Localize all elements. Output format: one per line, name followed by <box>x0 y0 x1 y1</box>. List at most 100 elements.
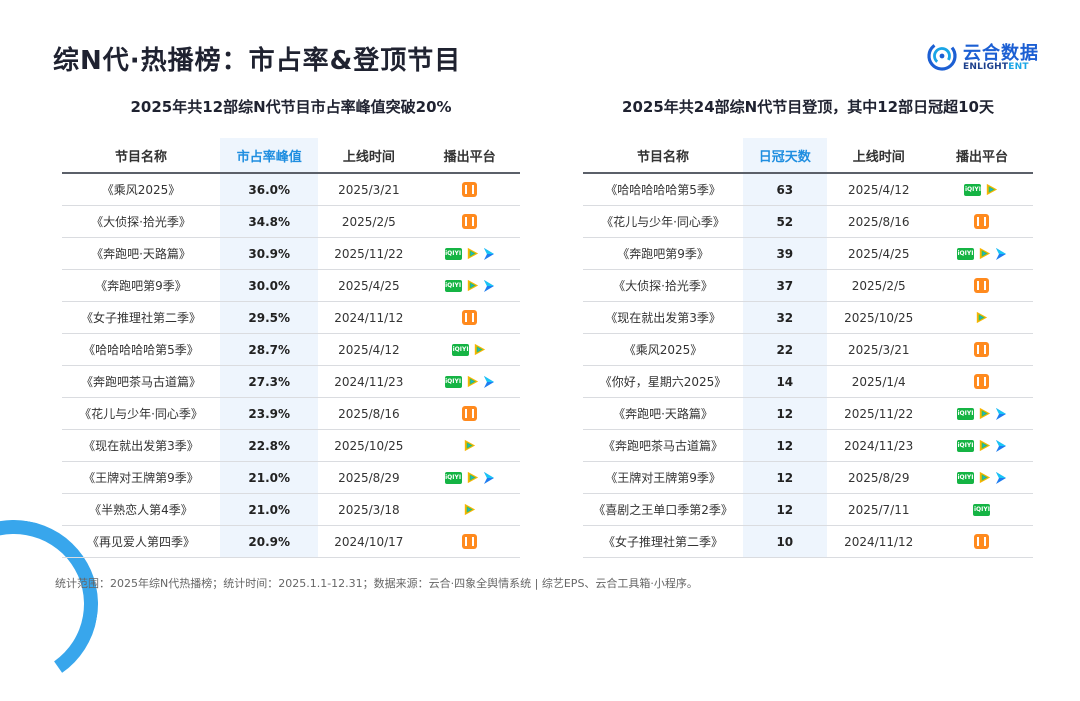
table-row: 《半熟恋人第4季》 21.0% 2025/3/18 <box>62 493 520 526</box>
footer-note: 统计范围：2025年综N代热播榜；统计时间：2025.1.1-12.31；数据来… <box>55 577 698 590</box>
table-row: 《哈哈哈哈哈第5季》 63 2025/4/12 iQIYI <box>583 173 1033 206</box>
program-name-cell: 《奔跑吧第9季》 <box>583 237 744 270</box>
top-days-cell: 12 <box>743 493 827 526</box>
platform-icons: iQIYI <box>956 470 1007 485</box>
platform-icons: iQIYI <box>973 504 991 516</box>
tencent-video-icon <box>467 279 478 292</box>
platform-cell: iQIYI <box>930 461 1033 494</box>
release-date-cell: 2025/4/25 <box>826 237 931 270</box>
platform-cell <box>930 301 1033 334</box>
header-program-name: 节目名称 <box>62 138 220 174</box>
page-title: 综N代·热播榜：市占率&登顶节目 <box>53 46 462 76</box>
platform-cell: iQIYI <box>930 397 1033 430</box>
table-row: 《大侦探·拾光季》 37 2025/2/5 <box>583 269 1033 302</box>
program-name-cell: 《乘风2025》 <box>583 333 744 366</box>
program-name-cell: 《哈哈哈哈哈第5季》 <box>583 173 744 206</box>
youku-icon <box>995 247 1006 260</box>
peak-share-cell: 21.0% <box>220 461 319 494</box>
program-name-cell: 《现在就出发第3季》 <box>583 301 744 334</box>
release-date-cell: 2025/10/25 <box>826 301 931 334</box>
table-row: 《奔跑吧茶马古道篇》 27.3% 2024/11/23 iQIYI <box>62 365 520 398</box>
tencent-video-icon <box>464 439 476 452</box>
peak-share-cell: 23.9% <box>220 397 319 430</box>
program-name-cell: 《大侦探·拾光季》 <box>62 205 220 238</box>
program-name-cell: 《奔跑吧·天路篇》 <box>583 397 744 430</box>
platform-cell <box>419 397 520 430</box>
top-days-cell: 63 <box>743 173 827 206</box>
market-share-table: 节目名称 市占率峰值 上线时间 播出平台 《乘风2025》 36.0% 2025/3… <box>62 138 520 558</box>
platform-cell: iQIYI <box>419 333 520 366</box>
header-release-date: 上线时间 <box>318 138 420 174</box>
platform-icons: iQIYI <box>964 182 999 197</box>
platform-icons <box>462 406 478 421</box>
platform-cell <box>419 173 520 206</box>
top-days-cell: 39 <box>743 237 827 270</box>
youku-icon <box>995 439 1006 452</box>
header-release-date: 上线时间 <box>826 138 931 174</box>
platform-cell <box>419 301 520 334</box>
program-name-cell: 《大侦探·拾光季》 <box>583 269 744 302</box>
mango-tv-icon <box>974 214 990 229</box>
mango-tv-icon <box>462 534 478 549</box>
program-name-cell: 《现在就出发第3季》 <box>62 429 220 462</box>
platform-icons <box>462 438 477 453</box>
release-date-cell: 2025/3/18 <box>318 493 420 526</box>
header-top-days: 日冠天数 <box>743 138 827 174</box>
program-name-cell: 《女子推理社第二季》 <box>62 301 220 334</box>
tencent-video-icon <box>987 183 998 196</box>
platform-cell <box>930 365 1033 398</box>
platform-icons <box>462 214 478 229</box>
platform-cell: iQIYI <box>419 269 520 302</box>
platform-icons: iQIYI <box>956 438 1007 453</box>
peak-share-cell: 34.8% <box>220 205 319 238</box>
mango-tv-icon <box>462 406 478 421</box>
table-row: 《再见爱人第四季》 20.9% 2024/10/17 <box>62 525 520 558</box>
platform-icons: iQIYI <box>444 278 495 293</box>
platform-icons: iQIYI <box>444 246 495 261</box>
youku-icon <box>483 471 494 484</box>
tencent-video-icon <box>979 471 991 484</box>
platform-cell: iQIYI <box>930 493 1033 526</box>
program-name-cell: 《奔跑吧第9季》 <box>62 269 220 302</box>
table-row: 《喜剧之王单口季第2季》 12 2025/7/11 iQIYI <box>583 493 1033 526</box>
peak-share-cell: 22.8% <box>220 429 319 462</box>
top-days-cell: 37 <box>743 269 827 302</box>
platform-icons <box>462 182 478 197</box>
platform-icons: iQIYI <box>444 470 495 485</box>
platform-icons <box>974 214 990 229</box>
table-row: 《王牌对王牌第9季》 21.0% 2025/8/29 iQIYI <box>62 461 520 494</box>
platform-cell: iQIYI <box>930 237 1033 270</box>
program-name-cell: 《哈哈哈哈哈第5季》 <box>62 333 220 366</box>
top-days-cell: 22 <box>743 333 827 366</box>
table-row: 《大侦探·拾光季》 34.8% 2025/2/5 <box>62 205 520 238</box>
release-date-cell: 2025/2/5 <box>318 205 420 238</box>
table-row: 《女子推理社第二季》 10 2024/11/12 <box>583 525 1033 558</box>
platform-icons <box>974 310 989 325</box>
platform-icons <box>462 310 478 325</box>
mango-tv-icon <box>974 534 990 549</box>
peak-share-cell: 21.0% <box>220 493 319 526</box>
top-days-subtitle: 2025年共24部综N代节目登顶，其中12部日冠超10天 <box>622 98 994 116</box>
platform-icons: iQIYI <box>956 246 1007 261</box>
release-date-cell: 2025/2/5 <box>826 269 931 302</box>
tencent-video-icon <box>467 471 478 484</box>
iqiyi-icon: iQIYI <box>973 504 991 516</box>
mango-tv-icon <box>974 374 990 389</box>
market-share-subtitle: 2025年共12部综N代节目市占率峰值突破20% <box>130 98 452 116</box>
table-row: 《乘风2025》 22 2025/3/21 <box>583 333 1033 366</box>
table-row: 《奔跑吧第9季》 39 2025/4/25 iQIYI <box>583 237 1033 270</box>
release-date-cell: 2025/7/11 <box>826 493 931 526</box>
iqiyi-icon: iQIYI <box>964 183 982 196</box>
top-days-cell: 12 <box>743 429 827 462</box>
platform-icons <box>974 278 990 293</box>
release-date-cell: 2025/8/29 <box>826 461 931 494</box>
youku-icon <box>995 407 1006 420</box>
release-date-cell: 2025/11/22 <box>826 397 931 430</box>
youku-icon <box>483 279 494 292</box>
platform-cell <box>930 269 1033 302</box>
mango-tv-icon <box>462 182 478 197</box>
program-name-cell: 《王牌对王牌第9季》 <box>583 461 744 494</box>
table-row: 《奔跑吧第9季》 30.0% 2025/4/25 iQIYI <box>62 269 520 302</box>
iqiyi-icon: iQIYI <box>956 439 974 452</box>
table-row: 《女子推理社第二季》 29.5% 2024/11/12 <box>62 301 520 334</box>
